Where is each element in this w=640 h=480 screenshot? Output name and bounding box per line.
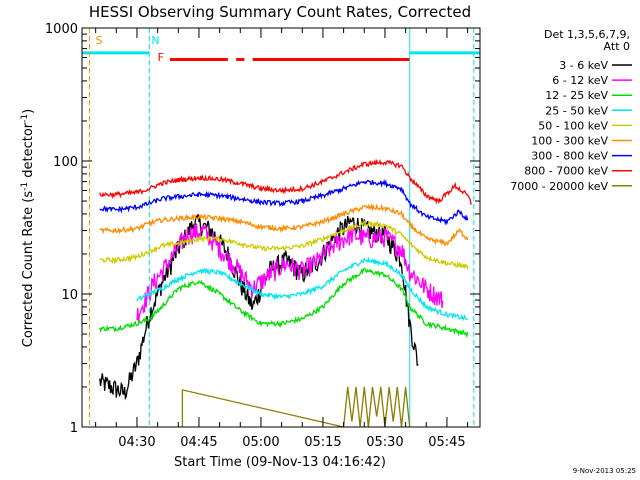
series-line-25-50-kev <box>136 256 468 322</box>
series-line-6-12-kev <box>136 223 444 323</box>
legend-label-25-50-kev: 25 - 50 keV <box>545 104 608 117</box>
x-tick-label: 04:45 <box>180 435 217 450</box>
legend-title-line-2: Att 0 <box>604 40 630 53</box>
marker-layer: S NF <box>95 34 163 64</box>
footer-date: 9-Nov-2013 05:25 <box>573 467 636 475</box>
series-line-50-100-kev <box>99 220 469 270</box>
plot-frame <box>81 27 481 428</box>
marker-label-s: S <box>95 34 102 47</box>
legend-label-300-800-kev: 300 - 800 keV <box>531 150 608 163</box>
y-axis-label: Corrected Count Rate (s-1 detector-1) <box>20 109 36 347</box>
y-tick-label: 1000 <box>45 22 78 37</box>
legend-label-100-300-kev: 100 - 300 keV <box>531 135 608 148</box>
y-tick-label: 10 <box>61 288 78 303</box>
legend-label-7000-20000-kev: 7000 - 20000 keV <box>510 180 608 193</box>
chart-title: HESSI Observing Summary Count Rates, Cor… <box>89 3 471 21</box>
x-tick-label: 04:30 <box>118 435 155 450</box>
x-tick-label: 05:15 <box>304 435 341 450</box>
legend: Det 1,3,5,6,7,9, Att 0 3 - 6 keV 6 - 12 k… <box>510 28 632 193</box>
legend-items: 3 - 6 keV 6 - 12 keV 12 - 25 keV 25 - 50 ke… <box>510 59 632 193</box>
y-tick-label: 100 <box>53 155 78 170</box>
series-line-12-25-kev <box>99 267 469 339</box>
legend-label-3-6-kev: 3 - 6 keV <box>559 59 608 72</box>
marker-label-n: N <box>151 34 159 47</box>
series-layer <box>99 158 472 427</box>
x-tick-label: 05:45 <box>428 435 465 450</box>
y-label-sup-2: -1 <box>20 114 30 123</box>
x-axis-label: Start Time (09-Nov-13 04:16:42) <box>174 455 386 470</box>
legend-label-12-25-kev: 12 - 25 keV <box>545 89 608 102</box>
series-line-7000-20000-kev <box>181 386 411 427</box>
x-tick-label: 05:00 <box>242 435 279 450</box>
x-tick-label: 05:30 <box>366 435 403 450</box>
axis-layer: 1 10 100 1000 04:30 04:45 05:00 05:15 05:30 05:45 <box>45 22 480 450</box>
series-line-800-7000-kev <box>99 158 472 205</box>
y-label-part-1: Corrected Count Rate (s <box>21 191 36 348</box>
legend-title-line-1: Det 1,3,5,6,7,9, <box>544 28 630 41</box>
y-label-part-3: ) <box>21 109 36 114</box>
legend-label-50-100-kev: 50 - 100 keV <box>538 119 608 132</box>
y-label-part-2: detector <box>21 122 36 182</box>
series-line-100-300-kev <box>99 202 469 247</box>
marker-label-f: F <box>158 51 164 64</box>
overlay-layer <box>82 28 480 427</box>
series-line-300-800-kev <box>99 178 469 226</box>
y-label-sup-1: -1 <box>20 182 30 191</box>
legend-label-800-7000-kev: 800 - 7000 keV <box>524 165 608 178</box>
legend-label-6-12-kev: 6 - 12 keV <box>552 74 608 87</box>
y-tick-label: 1 <box>70 421 78 436</box>
